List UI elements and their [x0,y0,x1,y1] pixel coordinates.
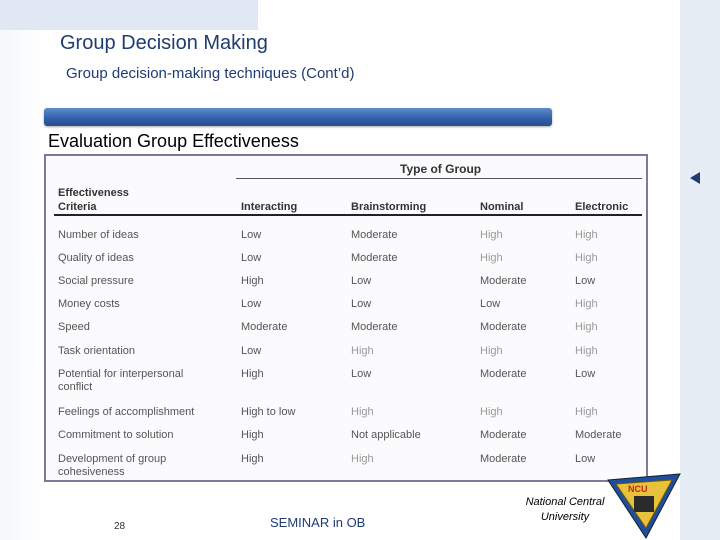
left-background-band [0,0,42,540]
slide-subtitle: Group decision-making techniques (Cont’d… [66,65,355,82]
table-cell: Low [575,368,596,380]
top-background-band [0,0,258,30]
group-header-rule [236,178,642,179]
criteria-header-line1: Effectiveness [58,187,129,199]
footer-seminar-label: SEMINAR in OB [270,515,366,530]
table-cell: High [241,275,264,287]
table-cell: Moderate [351,321,398,333]
column-header-interacting: Interacting [241,201,298,213]
criterion-cell: Quality of ideas [58,252,134,264]
effectiveness-table [44,154,648,482]
svg-text:NCU: NCU [628,484,648,494]
table-cell: High [575,321,598,333]
table-cell: Moderate [575,429,622,441]
table-cell: High [351,406,374,418]
table-cell: High [241,429,264,441]
table-cell: Moderate [480,368,527,380]
table-cell: Moderate [351,229,398,241]
table-cell: High to low [241,406,296,418]
table-cell: Low [241,345,262,357]
table-cell: High [575,229,598,241]
table-cell: High [241,368,264,380]
criterion-cell: Social pressure [58,275,134,287]
type-of-group-header: Type of Group [400,162,482,176]
footer-org-line1: National Central [525,496,605,508]
university-seal-logo: NCU [607,473,681,539]
table-cell: High [480,252,503,264]
table-cell: Low [480,298,501,310]
criterion-cell: Money costs [58,298,120,310]
table-cell: High [575,345,598,357]
table-cell: Moderate [480,321,527,333]
table-cell: Moderate [480,275,527,287]
arrow-left-icon [690,172,700,184]
table-cell: High [575,298,598,310]
table-cell: High [575,406,598,418]
table-cell: Low [575,453,596,465]
table-cell: Moderate [480,453,527,465]
table-cell: High [480,229,503,241]
footer-org-line2: University [540,511,590,523]
page-number: 28 [114,521,126,532]
criterion-cell: Number of ideas [58,229,139,241]
column-header-brainstorming: Brainstorming [351,201,427,213]
table-cell: Low [241,229,262,241]
table-cell: Low [575,275,596,287]
table-cell: High [351,453,374,465]
slide-title: Group Decision Making [60,32,268,54]
criterion-cell: Task orientation [58,345,136,357]
table-cell: High [575,252,598,264]
criterion-cell: Development of group cohesiveness [58,453,167,478]
criterion-cell: Speed [58,321,90,333]
table-cell: High [480,406,503,418]
table-cell: Moderate [351,252,398,264]
table-cell: Low [241,252,262,264]
criterion-cell: Commitment to solution [58,429,174,441]
decorative-title-bar [44,108,552,126]
section-heading: Evaluation Group Effectiveness [48,131,299,151]
right-background-band [680,0,720,540]
table-cell: Low [351,275,372,287]
table-cell: Not applicable [351,429,421,441]
table-cell: Low [351,298,372,310]
column-header-electronic: Electronic [575,201,629,213]
criterion-cell: Feelings of accomplishment [58,406,195,418]
table-cell: High [351,345,374,357]
table-cell: Moderate [241,321,288,333]
table-cell: High [241,453,264,465]
column-header-nominal: Nominal [480,201,524,213]
footer-university-name: National Central University [512,495,618,525]
header-rule [54,214,642,216]
table-cell: High [480,345,503,357]
table-cell: Moderate [480,429,527,441]
criterion-cell: Potential for interpersonal conflict [58,368,184,393]
criteria-header-line2: Criteria [58,201,97,213]
table-cell: Low [351,368,372,380]
table-cell: Low [241,298,262,310]
